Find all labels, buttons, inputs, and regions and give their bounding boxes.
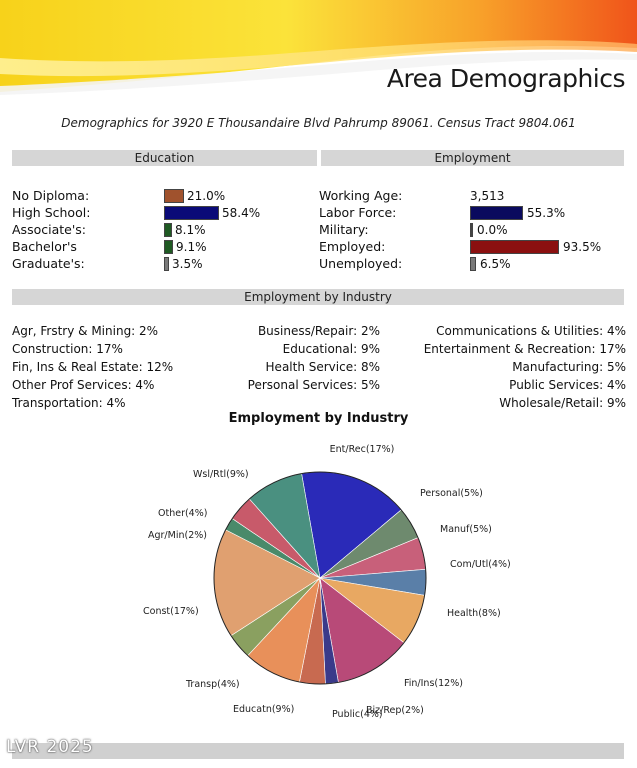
education-bar bbox=[164, 257, 169, 271]
industry-item: Construction: 17% bbox=[12, 342, 123, 356]
industry-item: Educational: 9% bbox=[282, 342, 380, 356]
education-label: No Diploma: bbox=[12, 188, 90, 203]
employment-label: Labor Force: bbox=[319, 205, 397, 220]
industry-item: Communications & Utilities: 4% bbox=[436, 324, 626, 338]
pie-slice-label: Other(4%) bbox=[158, 508, 207, 519]
education-value: 8.1% bbox=[175, 223, 206, 237]
footer-bar bbox=[12, 743, 624, 759]
education-label: High School: bbox=[12, 205, 91, 220]
employment-label: Working Age: bbox=[319, 188, 403, 203]
employment-value: 3,513 bbox=[470, 189, 505, 203]
pie-slice-label: Const(17%) bbox=[143, 606, 199, 617]
education-label: Associate's: bbox=[12, 222, 86, 237]
employment-value: 55.3% bbox=[527, 206, 566, 220]
employment-heading: Employment bbox=[321, 150, 624, 166]
education-value: 9.1% bbox=[176, 240, 207, 254]
pie-slice-label: Manuf(5%) bbox=[440, 524, 492, 535]
education-bar bbox=[164, 223, 172, 237]
pie-slice-label: Fin/Ins(12%) bbox=[404, 678, 463, 689]
page-title: Area Demographics bbox=[386, 64, 626, 93]
employment-bar bbox=[470, 240, 559, 254]
industry-item: Personal Services: 5% bbox=[247, 378, 380, 392]
employment-label: Unemployed: bbox=[319, 256, 403, 271]
industry-item: Public Services: 4% bbox=[509, 378, 626, 392]
education-bar bbox=[164, 240, 173, 254]
industry-item: Entertainment & Recreation: 17% bbox=[423, 342, 626, 356]
education-value: 21.0% bbox=[187, 189, 226, 203]
education-heading: Education bbox=[12, 150, 317, 166]
employment-value: 6.5% bbox=[480, 257, 511, 271]
pie-slice-label: Public(4%) bbox=[332, 709, 383, 720]
education-bar bbox=[164, 206, 219, 220]
industry-heading: Employment by Industry bbox=[12, 289, 624, 305]
employment-label: Military: bbox=[319, 222, 369, 237]
header-banner bbox=[0, 0, 637, 105]
industry-item: Health Service: 8% bbox=[265, 360, 380, 374]
industry-item: Transportation: 4% bbox=[12, 396, 126, 410]
industry-item: Fin, Ins & Real Estate: 12% bbox=[12, 360, 174, 374]
industry-item: Agr, Frstry & Mining: 2% bbox=[12, 324, 159, 338]
employment-bar bbox=[470, 223, 473, 237]
watermark: LVR 2025 bbox=[6, 737, 94, 757]
pie-slice-label: Educatn(9%) bbox=[233, 704, 294, 715]
banner-graphic bbox=[0, 0, 637, 105]
pie-slice-label: Ent/Rec(17%) bbox=[330, 444, 395, 455]
chart-title: Employment by Industry bbox=[228, 411, 409, 426]
industry-item: Business/Repair: 2% bbox=[257, 324, 380, 338]
pie-slice-label: Com/Utl(4%) bbox=[450, 559, 511, 570]
education-value: 3.5% bbox=[172, 257, 203, 271]
pie-slice-label: Health(8%) bbox=[447, 608, 501, 619]
education-bar bbox=[164, 189, 184, 203]
pie-slice-label: Transp(4%) bbox=[185, 679, 240, 690]
pie-slice-label: Personal(5%) bbox=[420, 488, 483, 499]
employment-value: 0.0% bbox=[477, 223, 508, 237]
education-value: 58.4% bbox=[222, 206, 261, 220]
employment-bar bbox=[470, 257, 476, 271]
industry-pie-chart: Ent/Rec(17%) Personal(5%) Manuf(5%) Com/Utl… bbox=[143, 444, 511, 720]
education-label: Bachelor's bbox=[12, 239, 77, 254]
employment-label: Employed: bbox=[319, 239, 386, 254]
pie-slice-label: Biz/Rep(2%) bbox=[366, 705, 424, 716]
pie-outline bbox=[213, 471, 427, 685]
employment-value: 93.5% bbox=[563, 240, 602, 254]
pie-slice-label: Agr/Min(2%) bbox=[148, 530, 207, 541]
education-label: Graduate's: bbox=[12, 256, 85, 271]
industry-item: Wholesale/Retail: 9% bbox=[499, 396, 626, 410]
industry-item: Other Prof Services: 4% bbox=[12, 378, 155, 392]
page-subtitle: Demographics for 3920 E Thousandaire Blv… bbox=[61, 116, 576, 130]
pie-slice-label: Wsl/Rtl(9%) bbox=[193, 469, 249, 480]
employment-bar bbox=[470, 206, 523, 220]
industry-item: Manufacturing: 5% bbox=[512, 360, 626, 374]
